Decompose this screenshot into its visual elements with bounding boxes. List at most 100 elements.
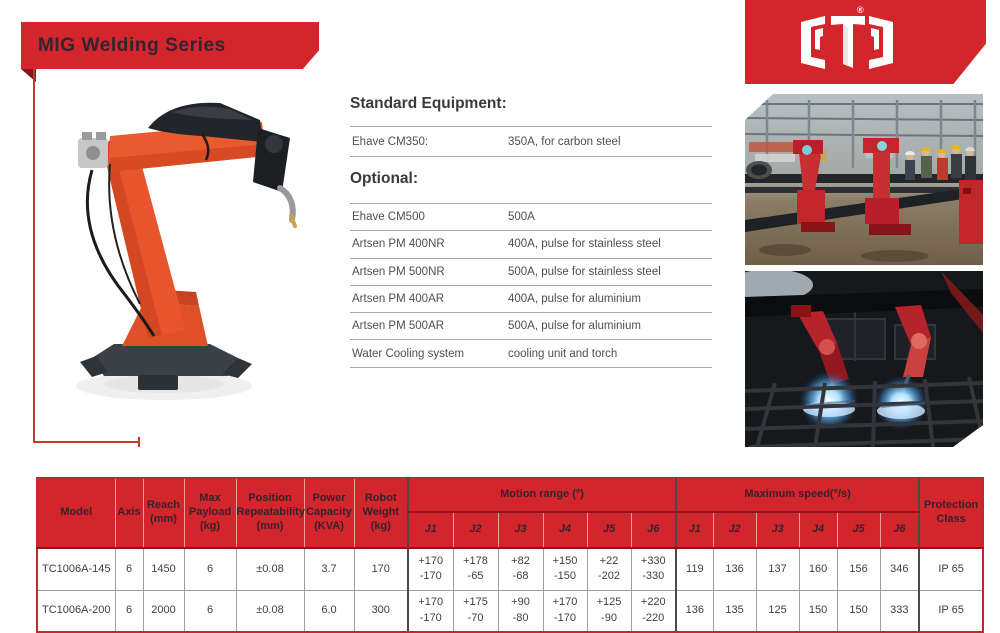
cell-motion-j3: +90 -80 bbox=[497, 589, 544, 633]
cell-speed-j6: 346 bbox=[879, 548, 920, 591]
equipment-value: 400A, pulse for stainless steel bbox=[508, 238, 661, 251]
equipment-label: Artsen PM 400NR bbox=[352, 238, 445, 251]
cell-motion-j4: +170 -170 bbox=[542, 589, 588, 633]
joint-header: J2 bbox=[712, 511, 757, 549]
cell-motion-j5: +22 -202 bbox=[586, 548, 632, 591]
registered-trademark-icon: ® bbox=[857, 5, 864, 15]
cell-speed-j5: 156 bbox=[836, 548, 881, 591]
group-header-maximum-speed: Maximum speed(°/s) bbox=[675, 477, 920, 513]
robot-arm-product-image bbox=[52, 86, 327, 408]
equipment-row: Artsen PM 500NR 500A, pulse for stainles… bbox=[350, 259, 712, 286]
equipment-label: Ehave CM350: bbox=[352, 135, 429, 148]
cell-power-capacity: 6.0 bbox=[303, 589, 355, 633]
cell-motion-j1: +170 -170 bbox=[407, 548, 454, 591]
spec-row-tc1006a-200: TC1006A-200 6 2000 6 ±0.08 6.0 300 +170 … bbox=[36, 589, 984, 633]
factory-robots-photo bbox=[745, 94, 983, 265]
cell-motion-j3: +82 -68 bbox=[497, 548, 544, 591]
cell-speed-j6: 333 bbox=[879, 589, 920, 633]
cell-motion-j1: +170 -170 bbox=[407, 589, 454, 633]
col-header-model: Model bbox=[36, 477, 116, 549]
cell-speed-j1: 136 bbox=[675, 589, 714, 633]
brand-logo: ® bbox=[745, 0, 986, 84]
equipment-value: cooling unit and torch bbox=[508, 347, 618, 360]
cell-speed-j5: 150 bbox=[836, 589, 881, 633]
joint-header: J6 bbox=[630, 511, 677, 549]
spec-header-row: Model Axis Reach (mm) Max Payload (kg) P… bbox=[36, 477, 984, 549]
page-title: MIG Welding Series bbox=[38, 34, 226, 56]
equipment-value: 400A, pulse for aluminium bbox=[508, 293, 641, 306]
cell-model: TC1006A-200 bbox=[36, 589, 116, 633]
equipment-row: Ehave CM350: 350A, for carbon steel bbox=[350, 127, 712, 157]
optional-equipment-heading: Optional: bbox=[350, 170, 419, 187]
cell-position-repeatability: ±0.08 bbox=[235, 548, 305, 591]
joint-header: J1 bbox=[407, 511, 454, 549]
col-header-protection-class: Protection Class bbox=[918, 477, 984, 549]
equipment-row: Artsen PM 400AR 400A, pulse for aluminiu… bbox=[350, 286, 712, 314]
accent-line-tick bbox=[138, 437, 140, 447]
cell-robot-weight: 170 bbox=[353, 548, 409, 591]
cell-robot-weight: 300 bbox=[353, 589, 409, 633]
cell-max-payload: 6 bbox=[183, 548, 237, 591]
col-header-axis: Axis bbox=[114, 477, 144, 549]
joint-header: J4 bbox=[542, 511, 588, 549]
cell-speed-j3: 137 bbox=[755, 548, 800, 591]
joint-header: J4 bbox=[798, 511, 838, 549]
cell-model: TC1006A-145 bbox=[36, 548, 116, 591]
col-header-power-capacity: Power Capacity (KVA) bbox=[303, 477, 355, 549]
cell-position-repeatability: ±0.08 bbox=[235, 589, 305, 633]
equipment-value: 500A, pulse for aluminium bbox=[508, 320, 641, 333]
joint-header: J1 bbox=[675, 511, 714, 549]
cell-motion-j2: +178 -65 bbox=[452, 548, 499, 591]
equipment-label: Artsen PM 400AR bbox=[352, 293, 445, 306]
equipment-value: 350A, for carbon steel bbox=[508, 135, 621, 148]
cell-speed-j2: 135 bbox=[712, 589, 757, 633]
col-header-max-payload: Max Payload (kg) bbox=[183, 477, 237, 549]
specification-table: Model Axis Reach (mm) Max Payload (kg) P… bbox=[36, 477, 985, 633]
cell-axis: 6 bbox=[114, 589, 144, 633]
cell-speed-j1: 119 bbox=[675, 548, 714, 591]
group-header-motion-range: Motion range (°) bbox=[406, 477, 677, 513]
equipment-row: Artsen PM 500AR 500A, pulse for aluminiu… bbox=[350, 313, 712, 341]
equipment-value: 500A, pulse for stainless steel bbox=[508, 265, 661, 278]
cell-protection-class: IP 65 bbox=[918, 548, 984, 591]
cell-speed-j2: 136 bbox=[712, 548, 757, 591]
joint-header: J3 bbox=[497, 511, 544, 549]
optional-equipment-list: Ehave CM500 500A Artsen PM 400NR 400A, p… bbox=[350, 203, 712, 368]
joint-header: J5 bbox=[836, 511, 881, 549]
col-header-position-repeatability: Position Repeatability (mm) bbox=[235, 477, 305, 549]
spec-row-tc1006a-145: TC1006A-145 6 1450 6 ±0.08 3.7 170 +170 … bbox=[36, 548, 984, 591]
joint-header: J6 bbox=[879, 511, 920, 549]
equipment-label: Ehave CM500 bbox=[352, 211, 425, 224]
cell-speed-j3: 125 bbox=[755, 589, 800, 633]
cell-axis: 6 bbox=[114, 548, 144, 591]
spec-subheader-row: J1 J2 J3 J4 J5 J6 J1 J2 J3 J4 J5 J6 bbox=[37, 511, 983, 549]
cell-power-capacity: 3.7 bbox=[303, 548, 355, 591]
col-header-robot-weight: Robot Weight (kg) bbox=[353, 477, 409, 549]
equipment-row: Water Cooling system cooling unit and to… bbox=[350, 340, 712, 368]
cell-protection-class: IP 65 bbox=[918, 589, 984, 633]
equipment-label: Artsen PM 500AR bbox=[352, 320, 445, 333]
accent-line-horizontal bbox=[33, 441, 140, 443]
cell-speed-j4: 160 bbox=[798, 548, 838, 591]
cell-max-payload: 6 bbox=[183, 589, 237, 633]
col-header-reach: Reach (mm) bbox=[142, 477, 185, 549]
joint-header: J2 bbox=[452, 511, 499, 549]
cell-motion-j5: +125 -90 bbox=[586, 589, 632, 633]
equipment-label: Water Cooling system bbox=[352, 347, 465, 360]
joint-header: J5 bbox=[586, 511, 632, 549]
standard-equipment-heading: Standard Equipment: bbox=[350, 95, 507, 112]
equipment-row: Ehave CM500 500A bbox=[350, 204, 712, 232]
series-title-banner: MIG Welding Series bbox=[21, 22, 319, 69]
cell-motion-j4: +150 -150 bbox=[542, 548, 588, 591]
equipment-row: Artsen PM 400NR 400A, pulse for stainles… bbox=[350, 231, 712, 259]
cell-reach: 1450 bbox=[142, 548, 185, 591]
tc-brand-logo-icon bbox=[801, 16, 893, 69]
welding-arc-photo bbox=[745, 271, 983, 447]
equipment-label: Artsen PM 500NR bbox=[352, 265, 445, 278]
cell-reach: 2000 bbox=[142, 589, 185, 633]
cell-motion-j6: +220 -220 bbox=[630, 589, 677, 633]
cell-motion-j2: +175 -70 bbox=[452, 589, 499, 633]
joint-header: J3 bbox=[755, 511, 800, 549]
accent-line-vertical bbox=[33, 69, 35, 442]
